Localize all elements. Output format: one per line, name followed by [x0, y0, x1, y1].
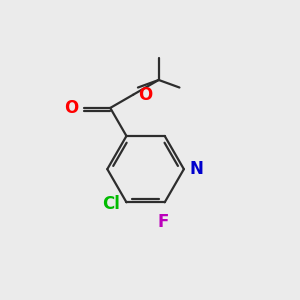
Text: Cl: Cl — [102, 195, 120, 213]
Text: O: O — [139, 86, 153, 104]
Text: N: N — [189, 160, 203, 178]
Text: O: O — [64, 99, 79, 117]
Text: F: F — [158, 213, 169, 231]
